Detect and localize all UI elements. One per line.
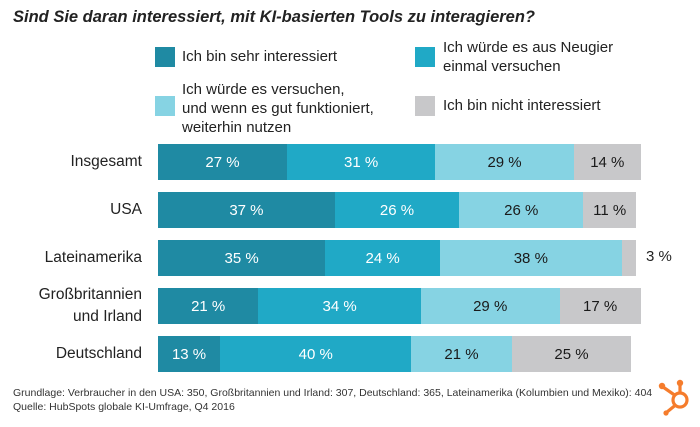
- category-label: USA: [110, 201, 142, 218]
- legend-swatch-1: [155, 47, 175, 67]
- legend-swatch-3: [155, 96, 175, 116]
- data-label: 24 %: [365, 249, 400, 267]
- data-label: 25 %: [554, 345, 589, 363]
- data-label: 13 %: [171, 345, 207, 363]
- bar-segment: 40 %: [220, 336, 412, 372]
- data-label: 17 %: [583, 297, 618, 315]
- footnote-source: Quelle: HubSpots globale KI-Umfrage, Q4 …: [13, 401, 235, 413]
- data-label: 21 %: [191, 297, 226, 315]
- legend-swatch-2: [415, 47, 435, 67]
- category-label: Deutschland: [55, 345, 142, 362]
- footnote-basis: Grundlage: Verbraucher in den USA: 350, …: [13, 387, 653, 399]
- data-label: 29 %: [487, 153, 522, 171]
- chart-title: Sind Sie daran interessiert, mit KI-basi…: [13, 8, 536, 26]
- bar-segment: 29 %: [420, 288, 560, 324]
- bar-segment: 21 %: [411, 336, 512, 372]
- bar-segment: 35 %: [158, 240, 326, 276]
- data-label: 29 %: [473, 297, 508, 315]
- bar-segment: 34 %: [258, 288, 421, 324]
- bar-segment: 17 %: [559, 288, 641, 324]
- legend-label-4: Ich bin nicht interessiert: [443, 97, 601, 114]
- data-label: 26 %: [504, 201, 539, 219]
- data-label: 11 %: [593, 201, 627, 219]
- data-label: 14 %: [590, 153, 625, 171]
- data-label: 35 %: [224, 249, 259, 267]
- bar-segment: 26 %: [334, 192, 460, 228]
- bar-segment: [621, 240, 636, 276]
- data-label: 31 %: [344, 153, 379, 171]
- legend-label-3: Ich würde es versuchen, und wenn es gut f…: [182, 81, 374, 136]
- bar-segment: 37 %: [158, 192, 335, 228]
- data-label: 27 %: [205, 153, 240, 171]
- data-label: 38 %: [513, 249, 548, 267]
- category-label: Insgesamt: [70, 153, 142, 170]
- bar-segment: 11 %: [583, 192, 636, 228]
- data-label: 21 %: [444, 345, 479, 363]
- bar-segment: 14 %: [573, 144, 641, 180]
- legend-swatch-4: [415, 96, 435, 116]
- bar-segment: 24 %: [325, 240, 441, 276]
- legend-label-2: Ich würde es aus Neugier einmal versuchen: [443, 39, 614, 75]
- legend-label-1: Ich bin sehr interessiert: [182, 48, 338, 65]
- data-label: 34 %: [322, 297, 357, 315]
- bar-segment: 27 %: [158, 144, 288, 180]
- data-label: 3 %: [646, 248, 672, 265]
- bar-segment: 25 %: [511, 336, 632, 372]
- category-label: Lateinamerika: [44, 249, 142, 266]
- bar-segment: 29 %: [435, 144, 574, 180]
- data-label: 37 %: [229, 201, 264, 219]
- data-label: 26 %: [379, 201, 415, 219]
- category-label: Großbritannien und Irland: [38, 286, 142, 325]
- bar-segment: 26 %: [459, 192, 584, 228]
- data-label: 40 %: [298, 345, 333, 363]
- bar-segment: 31 %: [287, 144, 436, 180]
- hubspot-logo-icon: [658, 379, 689, 416]
- bar-segment: 13 %: [158, 336, 221, 372]
- bar-segment: 21 %: [158, 288, 259, 324]
- bar-segment: 38 %: [440, 240, 622, 276]
